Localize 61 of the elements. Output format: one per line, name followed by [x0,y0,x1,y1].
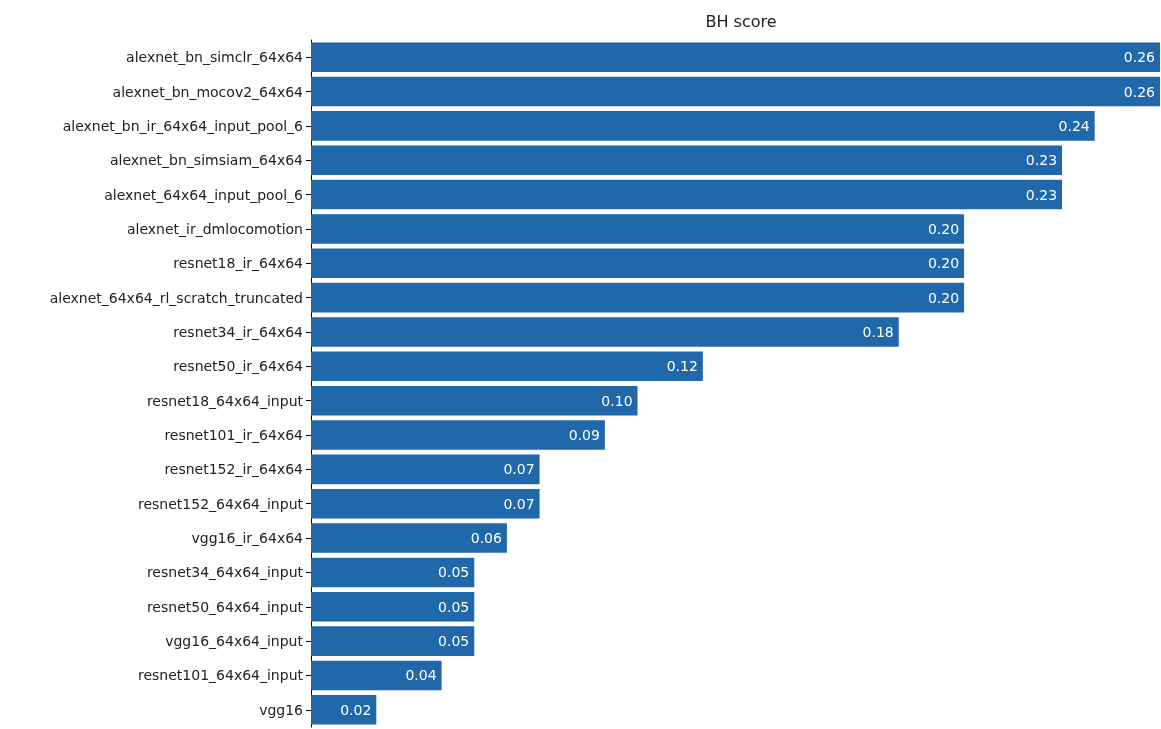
y-tick-label: resnet152_64x64_input [138,495,304,512]
y-tick-label: alexnet_bn_simclr_64x64 [126,49,304,66]
bar [311,214,965,244]
data-label: 0.20 [927,220,960,237]
data-label: 0.26 [1123,83,1156,100]
bar [311,695,377,725]
data-label: 0.10 [601,392,633,409]
data-label: 0.02 [340,701,372,718]
bar [311,145,1063,175]
y-tick-label: resnet18_64x64_input [146,392,304,409]
bar [311,454,540,485]
data-label: 0.18 [862,323,894,340]
y-tick-label: vgg16 [259,701,304,718]
bar [311,351,703,382]
bar [311,42,1160,72]
bar [311,557,475,588]
data-label: 0.05 [438,633,470,650]
bar [311,523,507,553]
bar [311,660,442,691]
y-tick-label: alexnet_bn_simsiam_64x64 [110,152,304,169]
data-label: 0.07 [503,461,535,478]
y-tick-label: alexnet_ir_dmlocomotion [126,220,303,237]
bar [311,179,1063,210]
bar [311,111,1095,141]
chart-title: BH score [705,11,777,31]
y-tick-label: resnet34_64x64_input [146,564,304,581]
y-tick-label: resnet18_ir_64x64 [173,255,304,272]
y-tick-label: alexnet_bn_ir_64x64_input_pool_6 [62,117,304,134]
bar [311,592,475,622]
y-tick-label: alexnet_64x64_rl_scratch_truncated [49,289,303,306]
y-tick-label: resnet101_ir_64x64 [164,427,304,444]
y-tick-label: alexnet_bn_mocov2_64x64 [112,83,304,100]
data-label: 0.12 [666,358,698,375]
bar [311,248,965,279]
y-tick-label: alexnet_64x64_input_pool_6 [104,186,304,203]
y-tick-label: resnet101_64x64_input [138,667,304,684]
data-label: 0.04 [405,667,437,684]
bar [311,282,965,313]
data-label: 0.06 [470,530,503,547]
data-label: 0.20 [927,289,960,306]
bar [311,420,605,450]
y-tick-label: resnet34_ir_64x64 [173,323,304,340]
data-label: 0.20 [927,255,960,272]
bar [311,317,899,347]
bar [311,488,540,519]
y-tick-label: resnet50_ir_64x64 [173,358,304,375]
bar [311,76,1160,107]
bar [311,626,475,656]
y-tick-label: vgg16_ir_64x64 [191,530,304,547]
data-label: 0.05 [438,564,470,581]
data-label: 0.26 [1123,49,1156,66]
data-label: 0.23 [1025,186,1058,203]
data-label: 0.07 [503,495,535,512]
y-tick-label: vgg16_64x64_input [165,633,304,650]
data-label: 0.24 [1058,117,1090,134]
data-label: 0.09 [568,427,600,444]
y-tick-label: resnet152_ir_64x64 [164,461,304,478]
data-label: 0.23 [1025,152,1058,169]
bar [311,385,638,416]
y-tick-label: resnet50_64x64_input [146,598,304,615]
data-label: 0.05 [438,598,470,615]
